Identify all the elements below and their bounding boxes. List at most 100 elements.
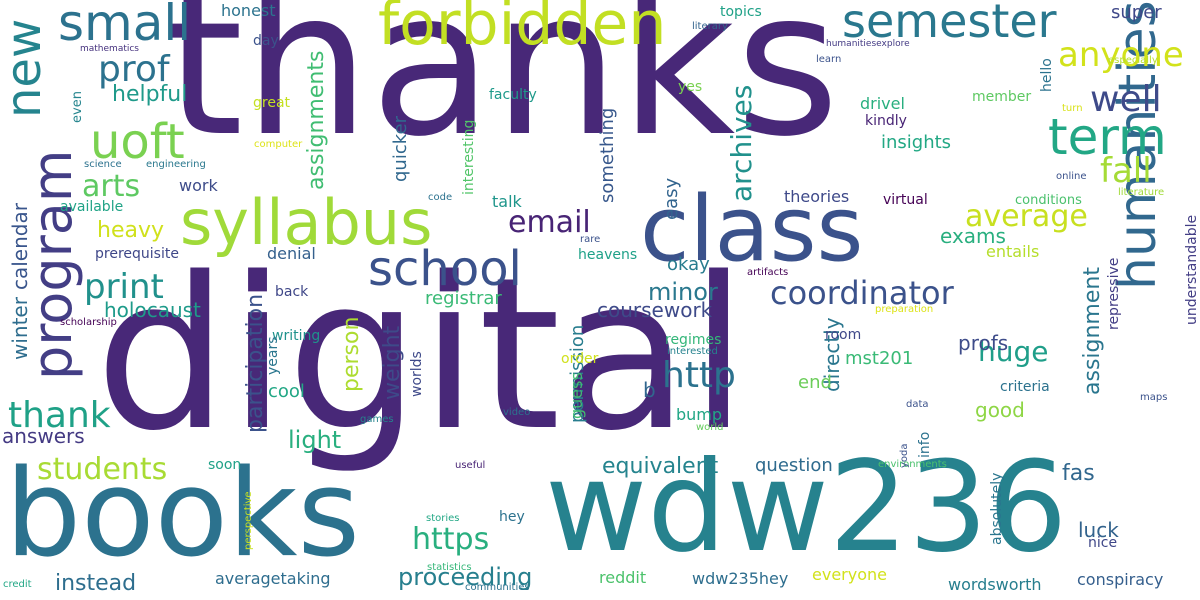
word-thank: thank bbox=[8, 395, 111, 436]
word-thanks: thanks bbox=[165, 0, 840, 181]
word-wdw235hey: wdw235hey bbox=[692, 569, 789, 588]
word-averagetaking: averagetaking bbox=[215, 569, 331, 588]
word-end: end bbox=[798, 372, 832, 393]
word-students: students bbox=[37, 452, 168, 487]
word-assignment: assignment bbox=[1080, 267, 1105, 395]
word-helpful: helpful bbox=[112, 82, 188, 107]
word-honest: honest bbox=[221, 1, 276, 20]
word-understandable: understandable bbox=[1184, 214, 1200, 325]
word-online: online bbox=[1056, 171, 1087, 182]
word-virtual: virtual bbox=[883, 192, 928, 208]
word-super: super bbox=[1111, 2, 1162, 23]
word-world: world bbox=[696, 422, 724, 433]
word-even: even bbox=[70, 91, 85, 123]
word-prerequisite: prerequisite bbox=[95, 246, 179, 262]
word-print: print bbox=[84, 267, 164, 307]
word-perspective: perspective bbox=[243, 491, 254, 550]
word-okay: okay bbox=[667, 254, 710, 275]
word-literature: literature bbox=[1118, 187, 1165, 198]
word-easy: easy bbox=[661, 177, 682, 220]
word-minor: minor bbox=[648, 278, 718, 306]
word-years: years bbox=[265, 336, 281, 375]
word-great: great bbox=[253, 95, 291, 111]
word-code: code bbox=[428, 192, 453, 203]
word-good: good bbox=[975, 398, 1025, 422]
word-question: question bbox=[755, 455, 833, 476]
word-theories: theories bbox=[784, 187, 850, 206]
word-conspiracy: conspiracy bbox=[1077, 570, 1164, 589]
word-equivalent: equivalent bbox=[602, 454, 719, 479]
word-games: games bbox=[360, 414, 394, 425]
word-small: small bbox=[58, 0, 192, 52]
word-light: light bbox=[288, 426, 342, 454]
word-bump: bump bbox=[676, 405, 723, 424]
word-entails: entails bbox=[986, 242, 1040, 261]
word-syllabus: syllabus bbox=[180, 186, 433, 259]
word-yes: yes bbox=[678, 79, 703, 95]
word-mathematics: mathematics bbox=[80, 44, 140, 54]
word-fall: fall bbox=[1100, 151, 1152, 191]
word-regimes: regimes bbox=[665, 332, 722, 348]
word-conditions: conditions bbox=[1015, 193, 1082, 208]
word-science: science bbox=[84, 159, 122, 170]
word-statistics: statistics bbox=[427, 562, 472, 573]
word-winter: winter bbox=[8, 297, 32, 360]
word-data: data bbox=[906, 399, 929, 410]
word-prof: prof bbox=[98, 49, 170, 90]
word-hey: hey bbox=[499, 509, 525, 525]
word-yoda: yoda bbox=[899, 443, 910, 468]
word-arts: arts bbox=[82, 169, 141, 204]
word-writing: writing bbox=[272, 328, 321, 344]
word-criteria: criteria bbox=[1000, 379, 1050, 395]
word-forbidden: forbidden bbox=[378, 0, 667, 59]
word-rare: rare bbox=[580, 234, 601, 245]
word-soon: soon bbox=[208, 457, 242, 473]
word-participation: participation bbox=[243, 293, 268, 433]
word-computer: computer bbox=[254, 139, 303, 150]
word-repressive: repressive bbox=[1106, 257, 1122, 330]
word-interested: interested bbox=[667, 346, 718, 357]
word-profs: profs bbox=[958, 331, 1009, 355]
word-fas: fas bbox=[1062, 461, 1095, 486]
word-instead: instead bbox=[55, 571, 137, 596]
word-reddit: reddit bbox=[599, 568, 647, 587]
word-coordinator: coordinator bbox=[770, 274, 954, 312]
word-learn: learn bbox=[816, 54, 842, 65]
word-something: something bbox=[597, 107, 618, 203]
word-school: school bbox=[368, 241, 522, 297]
word-available: available bbox=[60, 199, 124, 215]
word-topics: topics bbox=[720, 4, 762, 20]
word-scholarship: scholarship bbox=[60, 317, 117, 328]
word-room: room bbox=[825, 327, 862, 343]
word-back: back bbox=[275, 284, 309, 300]
word-engineering: engineering bbox=[146, 159, 206, 170]
word-weight: weight bbox=[380, 325, 405, 400]
word-books: books bbox=[5, 445, 361, 584]
word-wdw236: wdw236 bbox=[545, 435, 1068, 580]
word-turn: turn bbox=[1062, 103, 1083, 114]
word-order: order bbox=[561, 351, 599, 367]
word-luck: luck bbox=[1078, 518, 1119, 542]
word-heavens: heavens bbox=[578, 247, 638, 263]
word-anyone: anyone bbox=[1058, 35, 1184, 75]
word-b: b bbox=[643, 378, 656, 402]
word-artifacts: artifacts bbox=[747, 267, 789, 278]
word-preparation: preparation bbox=[875, 304, 934, 315]
word-useful: useful bbox=[455, 460, 486, 471]
word-digital: digital bbox=[95, 232, 748, 477]
word-person: person bbox=[339, 316, 364, 392]
word-assignments: assignments bbox=[304, 50, 329, 190]
word-humanitiesexplore: humanitiesexplore bbox=[826, 39, 910, 49]
word-credit: credit bbox=[3, 579, 32, 590]
word-drivel: drivel bbox=[860, 94, 905, 113]
word-calendar: calendar bbox=[8, 203, 32, 290]
word-nice: nice bbox=[1088, 535, 1118, 551]
word-huge: huge bbox=[978, 335, 1049, 368]
word-day: day bbox=[253, 33, 279, 49]
word-mst201: mst201 bbox=[845, 348, 914, 369]
word-hello: hello bbox=[1039, 58, 1055, 92]
word-member: member bbox=[972, 89, 1032, 105]
word-worlds: worlds bbox=[409, 351, 425, 397]
word-registrar: registrar bbox=[425, 288, 502, 309]
